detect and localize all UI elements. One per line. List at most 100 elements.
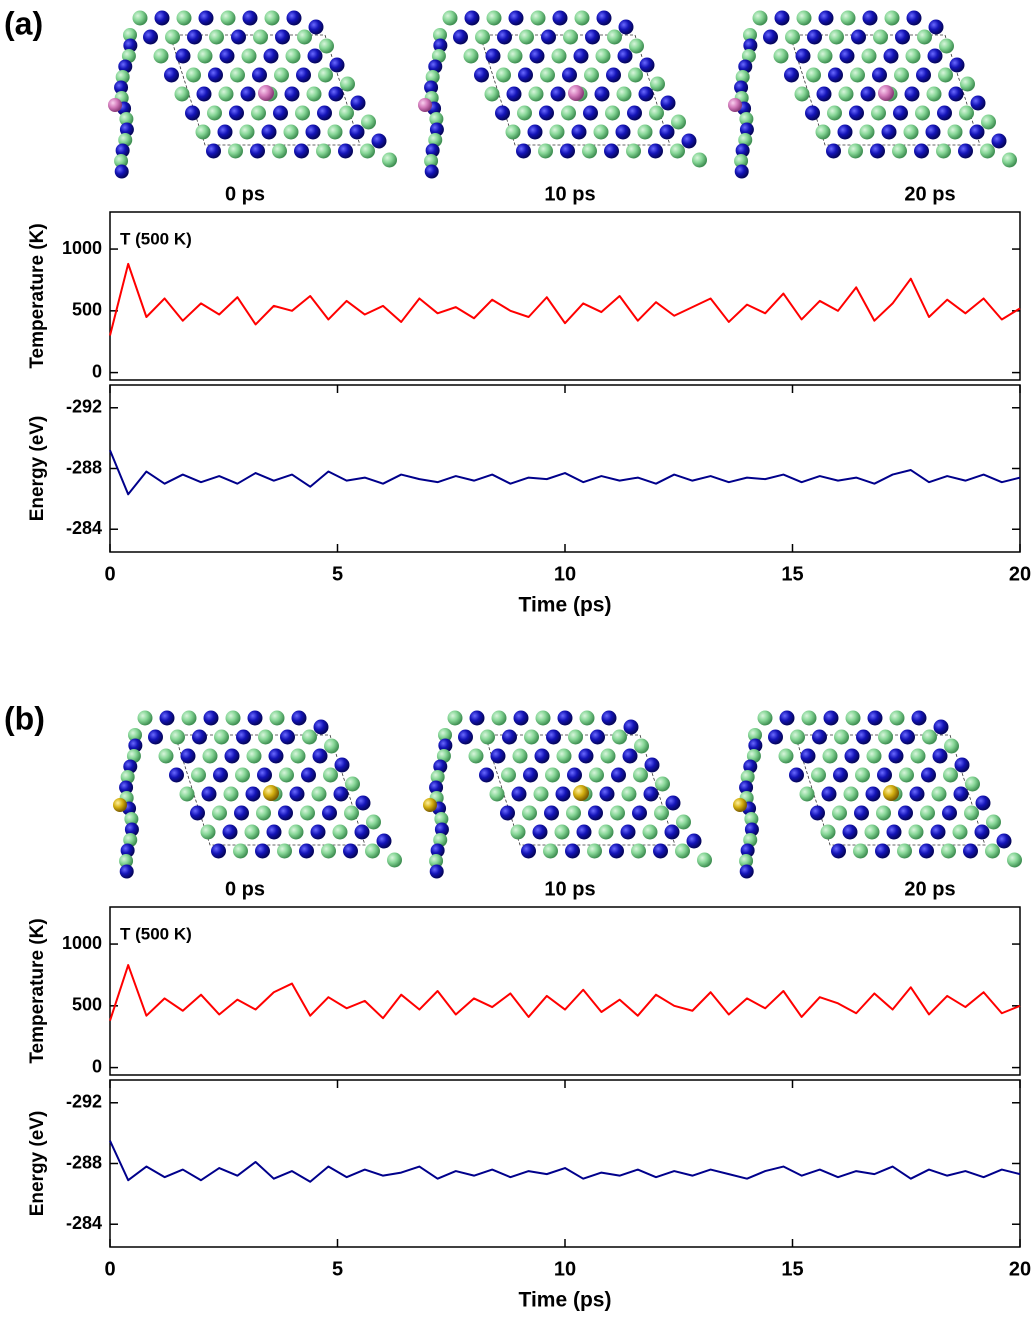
atom — [425, 143, 440, 158]
atom — [231, 29, 246, 45]
atom — [587, 843, 602, 859]
atom — [620, 824, 636, 840]
atom — [734, 80, 749, 95]
atom — [818, 10, 834, 26]
atom — [512, 748, 528, 764]
atom — [757, 710, 773, 726]
plot-frame — [109, 211, 1021, 381]
atom — [148, 729, 163, 745]
atom — [671, 114, 686, 130]
y-tick-label: -284 — [66, 1213, 102, 1233]
atom — [170, 729, 185, 745]
atom — [430, 770, 445, 784]
atom — [550, 86, 566, 102]
atom — [969, 124, 985, 140]
y-tick-label: -284 — [66, 518, 102, 538]
atom — [327, 124, 343, 140]
atom — [743, 759, 758, 774]
atom — [926, 86, 942, 102]
atom — [900, 729, 915, 745]
atom — [211, 843, 226, 859]
atom — [919, 843, 934, 859]
atom — [344, 805, 359, 821]
atom — [763, 29, 778, 45]
atom — [434, 812, 449, 826]
atom — [604, 143, 619, 159]
atom — [571, 124, 587, 140]
atom — [903, 124, 919, 140]
atom — [811, 767, 826, 783]
atom — [214, 729, 229, 745]
atom — [768, 729, 783, 745]
atom — [429, 112, 444, 126]
atom — [927, 48, 943, 64]
atom — [430, 843, 445, 858]
atom — [540, 67, 555, 83]
atom — [429, 864, 444, 879]
dopant-atom — [113, 798, 127, 812]
atom — [563, 29, 578, 45]
atom — [554, 824, 570, 840]
atom — [241, 48, 257, 64]
atom — [964, 805, 979, 821]
atom — [123, 28, 137, 42]
atom — [502, 729, 517, 745]
atom — [817, 48, 833, 64]
atom — [965, 776, 980, 792]
snapshot-label: 10 ps — [544, 183, 595, 205]
atom — [799, 786, 815, 802]
y-tick-label: -288 — [66, 457, 102, 477]
atom — [486, 10, 502, 26]
atom — [963, 843, 978, 859]
atom — [851, 29, 866, 45]
atom — [552, 10, 568, 26]
atom — [618, 19, 634, 35]
atom — [361, 114, 376, 130]
atom — [242, 10, 258, 26]
atom — [479, 767, 494, 783]
atom — [867, 710, 883, 726]
atom — [740, 770, 755, 784]
atom — [424, 154, 439, 168]
atom — [121, 49, 136, 63]
atom — [626, 143, 641, 159]
atom — [510, 824, 526, 840]
atom — [313, 719, 329, 735]
atom — [574, 10, 590, 26]
atom — [744, 812, 759, 826]
atom — [844, 748, 860, 764]
x-tick-label: 10 — [554, 1258, 576, 1280]
atom — [180, 748, 196, 764]
structure-snapshot — [108, 10, 397, 179]
atom — [795, 48, 811, 64]
atom — [546, 729, 561, 745]
atom — [258, 729, 273, 745]
atom — [562, 67, 577, 83]
dopant-atom — [108, 98, 122, 112]
atom — [654, 805, 669, 821]
atom — [159, 710, 175, 726]
atom — [545, 767, 560, 783]
atom — [517, 105, 532, 121]
atom — [201, 786, 217, 802]
atom — [812, 729, 827, 745]
atom — [355, 795, 371, 811]
atom — [743, 28, 757, 42]
y-axis-title: Temperature (K) — [27, 918, 48, 1063]
atom — [247, 710, 263, 726]
cell-outline — [479, 34, 671, 146]
atom — [261, 124, 277, 140]
x-tick-label: 0 — [104, 563, 115, 585]
atom — [196, 86, 212, 102]
atom — [860, 86, 876, 102]
atom — [198, 10, 214, 26]
atom — [286, 10, 302, 26]
dopant-atom — [423, 798, 437, 812]
atom — [815, 124, 831, 140]
atom — [893, 105, 908, 121]
atom — [322, 805, 337, 821]
atom — [888, 748, 904, 764]
atom — [665, 795, 681, 811]
atom — [345, 776, 360, 792]
